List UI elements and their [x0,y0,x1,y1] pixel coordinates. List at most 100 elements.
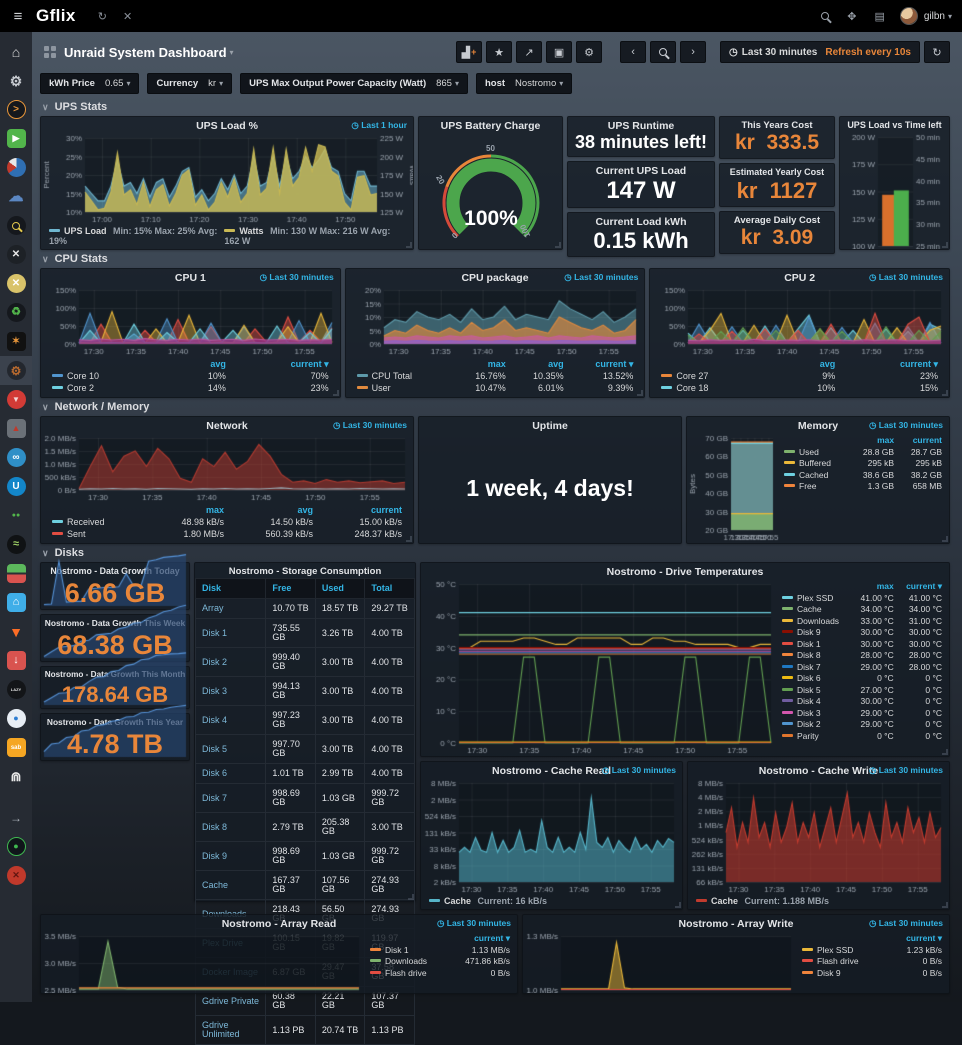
dashboard-settings-button[interactable]: ⚙ [576,41,603,63]
bazarr-icon[interactable]: ≈ [0,530,32,559]
disk-name-link[interactable]: Disk 1 [194,618,267,648]
panel-title[interactable]: Uptime [532,420,568,432]
close-tab-icon[interactable]: ✕ [123,10,133,23]
legend[interactable]: current ▾ Plex SSD 1.23 kB/s Flash drive 0 B… [799,931,949,993]
time-range-label[interactable]: ◷ Last 30 minutes [868,272,944,282]
docker-settings-icon[interactable]: ⚙ [0,356,32,385]
xteve-icon[interactable]: ✕ [0,269,32,298]
panel-title[interactable]: UPS Load vs Time left [847,120,942,130]
legend[interactable]: avg current ▾ Core 10 10% 70% Core 2 14% 23% [41,357,340,397]
zoom-out-button[interactable] [650,41,677,63]
share-dashboard-button[interactable]: ↗ [516,41,543,63]
time-range-label[interactable]: ◷ Last 30 minutes [564,272,639,282]
app-logo[interactable]: Gflix [36,6,76,25]
time-range-label[interactable]: ◷ Last 30 minutes [868,918,943,928]
panel-title[interactable]: Nostromo - Drive Temperatures [606,566,764,578]
table-column-header[interactable]: Total [364,578,415,599]
panel-resize-handle[interactable] [942,536,948,542]
legend[interactable]: max current Used 28.8 GB 28.7 GB Buffered 295 … [781,433,949,543]
panel-title[interactable]: This Years Cost [741,120,813,131]
panel-title[interactable]: CPU 1 [174,272,206,284]
cpu2-chart[interactable] [650,285,950,357]
disk-name-link[interactable]: Disk 7 [194,783,267,813]
time-range-label[interactable]: ◷ Last 30 minutes [332,420,407,430]
panel-resize-handle[interactable] [942,902,948,908]
organizr-icon[interactable]: > [0,95,32,124]
disk-name-link[interactable]: Disk 2 [194,647,267,677]
username[interactable]: gilbn ▾ [923,10,952,22]
panel-title[interactable]: Network [206,420,248,432]
ups-load-vs-time-chart[interactable] [840,132,949,249]
lazylibrarian-icon[interactable]: LAZY [0,675,32,704]
disk-name-link[interactable]: Disk 9 [194,841,267,871]
home-assistant-icon[interactable]: ⌂ [0,588,32,617]
panel-title[interactable]: Nostromo - Storage Consumption [228,566,382,577]
node-app-icon[interactable]: ✶ [0,327,32,356]
panel-title[interactable]: Current UPS Load [595,164,687,177]
dashboards-grid-icon[interactable] [44,46,56,58]
time-forward-button[interactable]: › [680,41,707,63]
recycle-app-icon[interactable]: ♻ [0,298,32,327]
download-app-icon[interactable]: ↓ [0,646,32,675]
legend[interactable]: avg current ▾ Core 27 9% 23% Core 18 10% 15% [650,357,949,397]
kiosk-mode-icon[interactable]: ✥ [847,10,857,23]
toggles-icon[interactable] [0,559,32,588]
panel-resize-handle[interactable] [555,242,561,248]
unifi-icon[interactable]: U [0,472,32,501]
panel-resize-handle[interactable] [406,242,412,248]
panel-resize-handle[interactable] [942,749,948,755]
panel-resize-handle[interactable] [942,390,949,396]
variable-host[interactable]: host Nostromo ▾ [475,72,573,94]
shield-app-icon[interactable]: ▼ [0,385,32,414]
care-icon[interactable]: ✕ [0,861,32,890]
sabnzbd-icon[interactable]: sab [0,733,32,762]
water-app-icon[interactable]: ● [0,704,32,733]
panel-resize-handle[interactable] [406,536,412,542]
panel-title[interactable]: Nostromo - Array Read [221,918,337,930]
disk-name-link[interactable]: Cache [194,870,267,900]
array-write-chart[interactable] [523,931,799,993]
memory-chart[interactable] [687,433,781,543]
table-column-header[interactable]: Used [314,578,366,599]
variable-currency[interactable]: Currency kr ▾ [147,72,233,94]
panel-title[interactable]: Nostromo - Cache Write [758,765,879,777]
time-range-label[interactable]: ◷ Last 30 minutes [436,918,511,928]
time-range-label[interactable]: ◷ Last 30 minutes [868,420,943,430]
add-panel-button[interactable]: ▟ + [456,41,483,63]
gitlab-icon[interactable]: ▼ [9,623,23,640]
disk-name-link[interactable]: Array [194,598,267,619]
panel-title[interactable]: Nostromo - Cache Read [491,765,612,777]
panel-title[interactable]: Average Daily Cost [733,215,821,227]
user-avatar[interactable] [899,7,918,25]
cpu-package-chart[interactable] [345,285,645,357]
panel-title[interactable]: UPS Load % [196,120,258,132]
panel-resize-handle[interactable] [942,242,948,248]
disk-name-link[interactable]: Disk 8 [194,812,267,842]
legend[interactable]: max current ▾ Plex SSD 41.00 °C 41.00 °C Cach… [779,579,949,756]
row-header-network-memory[interactable]: ∨ Network / Memory [42,401,150,413]
jackett-icon[interactable]: ⋒ [10,769,22,784]
refresh-tab-icon[interactable]: ↻ [97,10,108,23]
legend[interactable]: max avg current Received 48.98 kB/s 14.50 kB/… [41,503,413,543]
time-range-label[interactable]: ◷ Last 30 minutes [601,765,676,775]
hamburger-menu-icon[interactable]: ≡ [13,7,23,25]
time-range-picker[interactable]: ◷ Last 30 minutes Refresh every 10s [720,41,920,63]
star-dashboard-button[interactable]: ★ [486,41,513,63]
panel-title[interactable]: Memory [797,420,839,432]
cross-seed-icon[interactable]: ✕ [0,240,32,269]
network-alert-icon[interactable]: ▲ [0,414,32,443]
refresh-dashboard-button[interactable]: ↻ [924,41,950,63]
trakt-icon[interactable]: ∞ [0,443,32,472]
panel-title[interactable]: Estimated Yearly Cost [729,167,825,178]
home-icon[interactable]: ⌂ [11,43,21,60]
panel-title[interactable]: CPU package [461,272,529,284]
cache-read-chart[interactable] [421,778,682,895]
panel-title[interactable]: Current Load kWh [595,216,687,229]
panel-title[interactable]: UPS Runtime [607,120,675,132]
movies-app-icon[interactable] [0,153,32,182]
disk-name-link[interactable]: Disk 5 [194,734,267,764]
panel-title[interactable]: Nostromo - Array Write [678,918,794,930]
disk-name-link[interactable]: Disk 4 [194,705,267,735]
time-range-label[interactable]: ◷ Last 30 minutes [259,272,334,282]
cloud-app-icon[interactable]: ☁ [8,188,24,205]
